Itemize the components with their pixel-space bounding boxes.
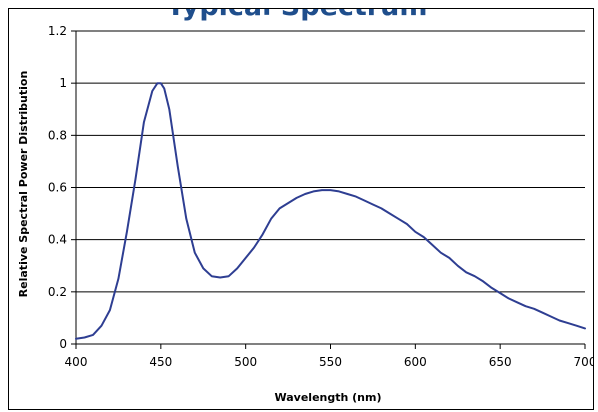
y-tick-labels: 0 0.2 0.4 0.6 0.8 1 1.2 — [48, 24, 67, 351]
x-tick-label-1: 450 — [149, 355, 172, 369]
chart-title: Typical Spectrum — [167, 9, 428, 22]
y-tick-label-0: 0 — [59, 337, 67, 351]
x-axis-title: Wavelength (nm) — [275, 391, 382, 404]
series-line-spectrum — [76, 83, 585, 339]
x-tick-label-2: 500 — [234, 355, 257, 369]
gridlines — [76, 31, 585, 292]
x-tick-label-4: 600 — [404, 355, 427, 369]
y-tick-label-6: 1.2 — [48, 24, 67, 38]
y-axis-title: Relative Spectral Power Distribution — [17, 71, 30, 298]
chart-frame: Typical Spectrum 0 0.2 0.4 0.6 0.8 1 1.2 400 45… — [8, 8, 594, 410]
x-tick-label-5: 650 — [489, 355, 512, 369]
x-tick-label-3: 550 — [319, 355, 342, 369]
y-tick-label-2: 0.4 — [48, 233, 67, 247]
y-tick-label-5: 1 — [59, 76, 67, 90]
chart-svg: Typical Spectrum 0 0.2 0.4 0.6 0.8 1 1.2 400 45… — [9, 9, 594, 410]
y-tick-label-3: 0.6 — [48, 181, 67, 195]
x-tick-label-0: 400 — [65, 355, 88, 369]
y-tick-label-1: 0.2 — [48, 285, 67, 299]
x-tick-label-6: 700 — [574, 355, 594, 369]
x-tick-labels: 400 450 500 550 600 650 700 — [65, 355, 594, 369]
y-tick-label-4: 0.8 — [48, 128, 67, 142]
